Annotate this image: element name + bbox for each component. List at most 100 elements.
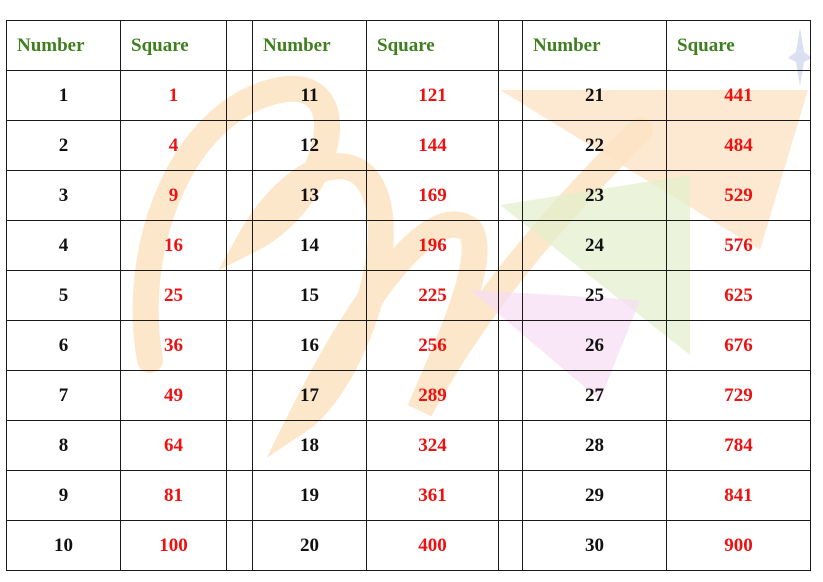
header-square: Square <box>366 20 499 71</box>
square-cell: 784 <box>666 420 811 471</box>
number-cell: 4 <box>6 220 121 271</box>
table-row: 1 1 11 121 21 441 <box>6 70 811 121</box>
column-gap <box>498 70 523 121</box>
column-gap <box>498 170 523 221</box>
header-number: Number <box>252 20 367 71</box>
square-cell: 36 <box>120 320 227 371</box>
column-gap <box>498 370 523 421</box>
header-square: Square <box>666 20 811 71</box>
column-gap <box>226 370 253 421</box>
column-gap <box>226 420 253 471</box>
table-row: 4 16 14 196 24 576 <box>6 220 811 271</box>
number-cell: 1 <box>6 70 121 121</box>
column-gap <box>226 270 253 321</box>
table-row: 5 25 15 225 25 625 <box>6 270 811 321</box>
square-cell: 144 <box>366 120 499 171</box>
square-cell: 169 <box>366 170 499 221</box>
square-cell: 256 <box>366 320 499 371</box>
column-gap <box>498 270 523 321</box>
square-cell: 576 <box>666 220 811 271</box>
number-cell: 26 <box>522 320 667 371</box>
square-cell: 49 <box>120 370 227 421</box>
number-cell: 30 <box>522 520 667 571</box>
square-cell: 1 <box>120 70 227 121</box>
number-cell: 27 <box>522 370 667 421</box>
column-gap <box>226 70 253 121</box>
square-cell: 25 <box>120 270 227 321</box>
number-cell: 21 <box>522 70 667 121</box>
number-cell: 20 <box>252 520 367 571</box>
number-cell: 8 <box>6 420 121 471</box>
header-row: Number Square Number Square Number Squar… <box>6 20 811 71</box>
header-square: Square <box>120 20 227 71</box>
number-cell: 23 <box>522 170 667 221</box>
square-cell: 289 <box>366 370 499 421</box>
square-cell: 625 <box>666 270 811 321</box>
number-cell: 11 <box>252 70 367 121</box>
square-cell: 4 <box>120 120 227 171</box>
square-cell: 400 <box>366 520 499 571</box>
number-cell: 18 <box>252 420 367 471</box>
number-cell: 12 <box>252 120 367 171</box>
number-cell: 13 <box>252 170 367 221</box>
number-cell: 14 <box>252 220 367 271</box>
number-cell: 15 <box>252 270 367 321</box>
number-cell: 2 <box>6 120 121 171</box>
column-gap <box>498 20 523 71</box>
header-number: Number <box>522 20 667 71</box>
header-number: Number <box>6 20 121 71</box>
table-row: 8 64 18 324 28 784 <box>6 420 811 471</box>
column-gap <box>226 220 253 271</box>
square-cell: 900 <box>666 520 811 571</box>
square-cell: 729 <box>666 370 811 421</box>
square-cell: 16 <box>120 220 227 271</box>
square-cell: 841 <box>666 470 811 521</box>
number-cell: 6 <box>6 320 121 371</box>
square-cell: 225 <box>366 270 499 321</box>
table-row: 7 49 17 289 27 729 <box>6 370 811 421</box>
column-gap <box>498 320 523 371</box>
table-row: 2 4 12 144 22 484 <box>6 120 811 171</box>
column-gap <box>498 420 523 471</box>
column-gap <box>226 520 253 571</box>
number-cell: 19 <box>252 470 367 521</box>
number-cell: 5 <box>6 270 121 321</box>
square-cell: 196 <box>366 220 499 271</box>
column-gap <box>226 20 253 71</box>
number-cell: 28 <box>522 420 667 471</box>
column-gap <box>226 170 253 221</box>
column-gap <box>226 120 253 171</box>
squares-table: Number Square Number Square Number Squar… <box>6 20 811 571</box>
square-cell: 529 <box>666 170 811 221</box>
number-cell: 29 <box>522 470 667 521</box>
square-cell: 100 <box>120 520 227 571</box>
square-cell: 9 <box>120 170 227 221</box>
square-cell: 64 <box>120 420 227 471</box>
table-row: 6 36 16 256 26 676 <box>6 320 811 371</box>
column-gap <box>226 320 253 371</box>
column-gap <box>498 220 523 271</box>
table-row: 3 9 13 169 23 529 <box>6 170 811 221</box>
square-cell: 361 <box>366 470 499 521</box>
number-cell: 3 <box>6 170 121 221</box>
column-gap <box>498 470 523 521</box>
square-cell: 81 <box>120 470 227 521</box>
square-cell: 121 <box>366 70 499 121</box>
column-gap <box>226 470 253 521</box>
square-cell: 676 <box>666 320 811 371</box>
column-gap <box>498 120 523 171</box>
square-cell: 324 <box>366 420 499 471</box>
column-gap <box>498 520 523 571</box>
number-cell: 16 <box>252 320 367 371</box>
number-cell: 7 <box>6 370 121 421</box>
number-cell: 25 <box>522 270 667 321</box>
number-cell: 10 <box>6 520 121 571</box>
number-cell: 24 <box>522 220 667 271</box>
number-cell: 17 <box>252 370 367 421</box>
table-row: 10 100 20 400 30 900 <box>6 520 811 571</box>
square-cell: 441 <box>666 70 811 121</box>
number-cell: 9 <box>6 470 121 521</box>
number-cell: 22 <box>522 120 667 171</box>
square-cell: 484 <box>666 120 811 171</box>
table-row: 9 81 19 361 29 841 <box>6 470 811 521</box>
